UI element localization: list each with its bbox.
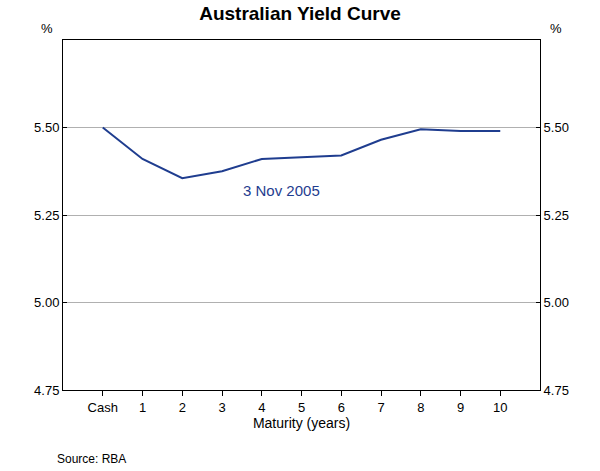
svg-text:Source: RBA: Source: RBA [57, 452, 126, 466]
svg-text:5.25: 5.25 [34, 208, 59, 223]
svg-text:2: 2 [179, 400, 186, 415]
svg-text:1: 1 [139, 400, 146, 415]
svg-text:9: 9 [457, 400, 464, 415]
svg-text:5.50: 5.50 [34, 120, 59, 135]
svg-text:Maturity (years): Maturity (years) [253, 415, 350, 431]
svg-text:5.00: 5.00 [34, 295, 59, 310]
svg-text:Australian Yield Curve: Australian Yield Curve [199, 3, 401, 24]
svg-text:5.00: 5.00 [544, 295, 569, 310]
svg-text:3: 3 [218, 400, 225, 415]
svg-text:5: 5 [298, 400, 305, 415]
svg-text:5.50: 5.50 [544, 120, 569, 135]
svg-text:10: 10 [493, 400, 507, 415]
svg-text:%: % [41, 21, 53, 36]
svg-text:4: 4 [258, 400, 265, 415]
svg-text:%: % [550, 21, 562, 36]
svg-text:8: 8 [417, 400, 424, 415]
svg-text:Cash: Cash [88, 400, 118, 415]
svg-text:5.25: 5.25 [544, 208, 569, 223]
svg-text:7: 7 [377, 400, 384, 415]
svg-text:3 Nov 2005: 3 Nov 2005 [243, 182, 320, 199]
svg-text:4.75: 4.75 [544, 383, 569, 398]
svg-text:6: 6 [338, 400, 345, 415]
svg-text:4.75: 4.75 [34, 383, 59, 398]
